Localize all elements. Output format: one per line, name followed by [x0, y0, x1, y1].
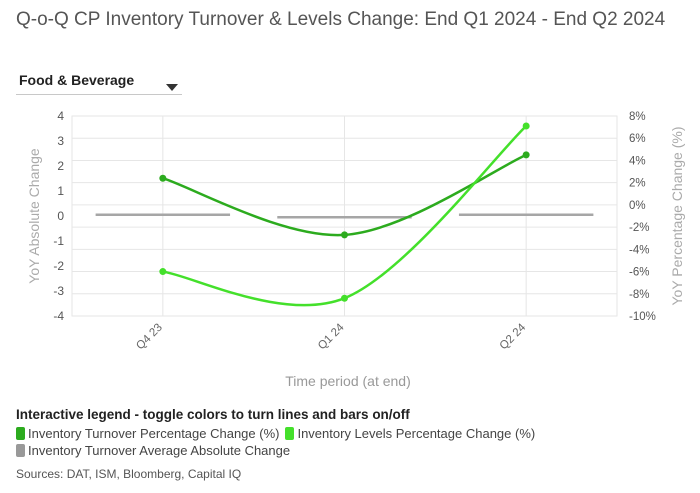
x-tick-label: Q4 23 [134, 322, 165, 353]
bar-q4-23 [95, 213, 231, 216]
y-right-tick-label: -6% [629, 267, 649, 279]
legend-label: Inventory Levels Percentage Change (%) [297, 426, 536, 441]
series-point-0 [341, 231, 348, 239]
series-point-1 [159, 268, 167, 276]
series-point-1 [522, 122, 530, 130]
legend-swatch [16, 427, 25, 440]
legend-swatch [16, 444, 25, 457]
series-point-0 [522, 151, 530, 159]
y-left-tick-label: 0 [57, 209, 64, 223]
y-left-tick-label: 4 [57, 109, 64, 123]
caret-down-icon[interactable] [166, 78, 178, 96]
y-right-tick-label: -2% [629, 222, 649, 234]
y-right-tick-label: -8% [629, 289, 649, 301]
bar-q2-24 [458, 213, 594, 216]
y-right-tick-label: 2% [629, 178, 646, 190]
y-left-tick-label: -1 [53, 234, 64, 248]
x-tick-label: Q1 24 [316, 321, 347, 352]
y-right-tick-label: 8% [629, 111, 646, 123]
legend-row-2: Inventory Turnover Average Absolute Chan… [16, 443, 296, 458]
legend-item-turnover-abs[interactable]: Inventory Turnover Average Absolute Chan… [16, 443, 290, 458]
y-right-tick-label: -10% [629, 311, 656, 323]
y-left-axis-title: YoY Absolute Change [26, 148, 42, 284]
source-note: Sources: DAT, ISM, Bloomberg, Capital IQ [16, 467, 242, 481]
y-left-tick-label: -4 [53, 309, 64, 323]
legend-item-turnover-pct[interactable]: Inventory Turnover Percentage Change (%) [16, 426, 279, 441]
legend-label: Inventory Turnover Percentage Change (%) [28, 426, 280, 441]
y-right-tick-label: 4% [629, 155, 646, 167]
sector-dropdown[interactable]: Food & Beverage [16, 70, 182, 95]
legend-title: Interactive legend - toggle colors to tu… [16, 407, 410, 422]
y-left-tick-label: 2 [57, 159, 64, 173]
sector-dropdown-value: Food & Beverage [19, 72, 135, 88]
y-left-tick-label: 1 [57, 184, 64, 198]
y-right-tick-label: -4% [629, 244, 649, 256]
plot-border [71, 115, 618, 317]
legend-label: Inventory Turnover Average Absolute Chan… [28, 443, 291, 458]
y-left-tick-label: -2 [53, 259, 64, 273]
legend-swatch [285, 427, 295, 440]
y-right-tick-label: 0% [629, 200, 646, 212]
y-right-axis-title: YoY Percentage Change (%) [669, 126, 685, 305]
y-left-tick-label: 3 [57, 134, 64, 148]
chart-area: 4 3 2 1 0 -1 -2 -3 -4 8% 6% 4% 2% 0% -2% -4% -6% -8% -10% Q… [26, 109, 685, 389]
legend-row-1: Inventory Turnover Percentage Change (%)… [16, 426, 541, 441]
chart-title: Q-o-Q CP Inventory Turnover & Levels Cha… [16, 9, 666, 30]
y-left-tick-label: -3 [53, 284, 64, 298]
series-point-0 [159, 174, 167, 182]
y-right-tick-label: 6% [629, 133, 646, 145]
legend-item-levels-pct[interactable]: Inventory Levels Percentage Change (%) [285, 426, 535, 441]
x-axis-title: Time period (at end) [285, 373, 411, 389]
series-point-1 [341, 294, 348, 302]
x-tick-label: Q2 24 [498, 321, 529, 352]
bar-q1-24 [277, 216, 412, 219]
